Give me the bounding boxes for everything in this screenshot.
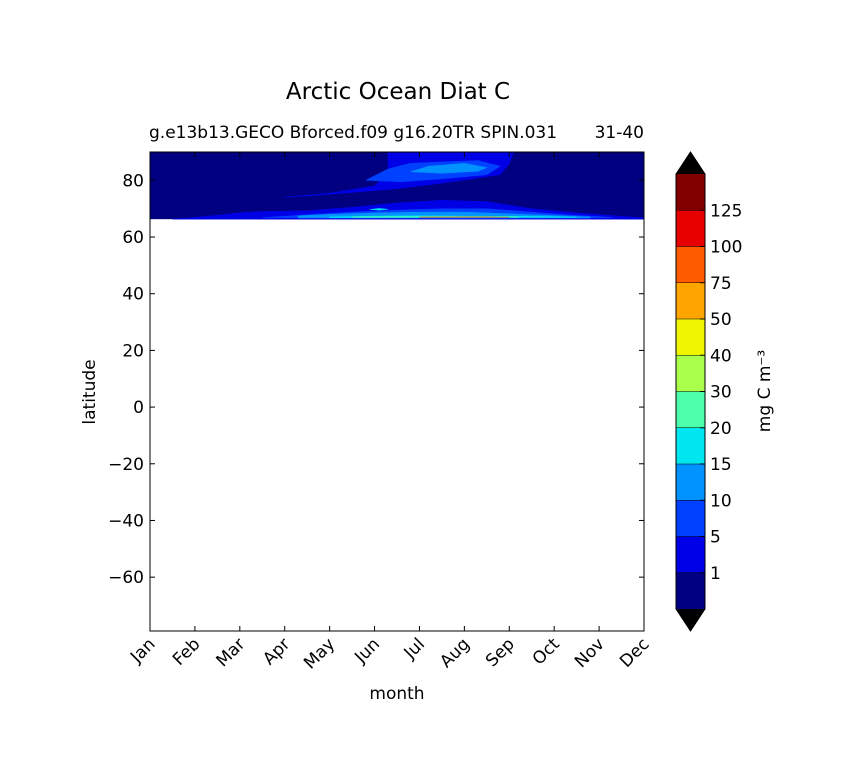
colorbar-tick-label: 40 (710, 346, 732, 366)
x-tick-label-mar: Mar (213, 634, 250, 671)
x-tick-label-jul: Jul (400, 634, 429, 663)
colorbar-swatch-3 (676, 464, 705, 501)
colorbar-swatch-1 (676, 536, 705, 573)
chart-title-group: Arctic Ocean Diat C g.e13b13.GECO Bforce… (149, 79, 644, 143)
x-tick-label-feb: Feb (169, 634, 204, 669)
contour-region-5 (410, 163, 488, 174)
x-tick-label-sep: Sep (482, 634, 519, 671)
y-tick-label: 20 (122, 341, 144, 361)
colorbar-tick-label: 125 (710, 201, 742, 221)
colorbar-swatch-5 (676, 391, 705, 428)
x-tick-label-jun: Jun (350, 634, 384, 668)
y-axis-label: latitude (80, 359, 100, 424)
colorbar-tick-label: 20 (710, 419, 732, 439)
colorbar-swatch-11 (676, 174, 705, 211)
colorbar-tick-label: 100 (710, 238, 742, 258)
colorbar-swatch-0 (676, 572, 705, 609)
colorbar-tick-label: 10 (710, 491, 732, 511)
x-tick-label-may: May (300, 634, 339, 673)
x-axis-label: month (369, 684, 424, 704)
contour-region-7 (370, 208, 389, 211)
colorbar-tick-label: 15 (710, 455, 732, 475)
y-tick-label: −40 (108, 511, 144, 531)
colorbar-tick-label: 1 (710, 564, 721, 584)
x-tick-label-aug: Aug (436, 634, 474, 672)
x-axis: Jan Feb Mar Apr May Jun Jul Aug Sep Oct Nov Dec (126, 634, 653, 673)
x-tick-label-nov: Nov (571, 634, 609, 672)
colorbar-label: mg C m⁻³ (755, 350, 775, 432)
colorbar-extend-min (676, 609, 705, 631)
y-tick-label: 60 (122, 228, 144, 248)
colorbar-swatch-10 (676, 210, 705, 247)
chart-title: Arctic Ocean Diat C (286, 79, 510, 105)
colorbar-tick-label: 5 (710, 528, 721, 548)
colorbar-swatch-2 (676, 500, 705, 537)
colorbar-tick-label: 75 (710, 274, 732, 294)
x-tick-label-oct: Oct (529, 634, 564, 669)
y-tick-label: 40 (122, 285, 144, 305)
colorbar-tick-label: 50 (710, 310, 732, 330)
x-tick-label-jan: Jan (126, 634, 159, 667)
plot-frame (149, 151, 645, 632)
colorbar-swatch-9 (676, 246, 705, 283)
y-tick-label: 0 (133, 398, 144, 418)
colorbar-swatch-8 (676, 282, 705, 319)
colorbar-swatch-7 (676, 319, 705, 356)
colorbar-swatch-4 (676, 427, 705, 464)
colorbar-swatch-6 (676, 355, 705, 392)
chart-subtitle-right: 31-40 (595, 123, 644, 143)
y-tick-label: −60 (108, 568, 144, 588)
colorbar-tick-label: 30 (710, 383, 732, 403)
colorbar-extend-max (676, 152, 705, 174)
x-tick-label-dec: Dec (616, 634, 653, 671)
y-axis: 80 60 40 20 0 −20 −40 −60 (108, 171, 144, 588)
plot-data-layer (150, 152, 644, 220)
x-tick-label-apr: Apr (259, 634, 294, 669)
chart-subtitle-left: g.e13b13.GECO Bforced.f09 g16.20TR SPIN.… (149, 123, 557, 143)
y-tick-label: −20 (108, 455, 144, 475)
colorbar-outline (675, 151, 706, 632)
plot-background (150, 152, 644, 631)
y-tick-label: 80 (122, 171, 144, 191)
